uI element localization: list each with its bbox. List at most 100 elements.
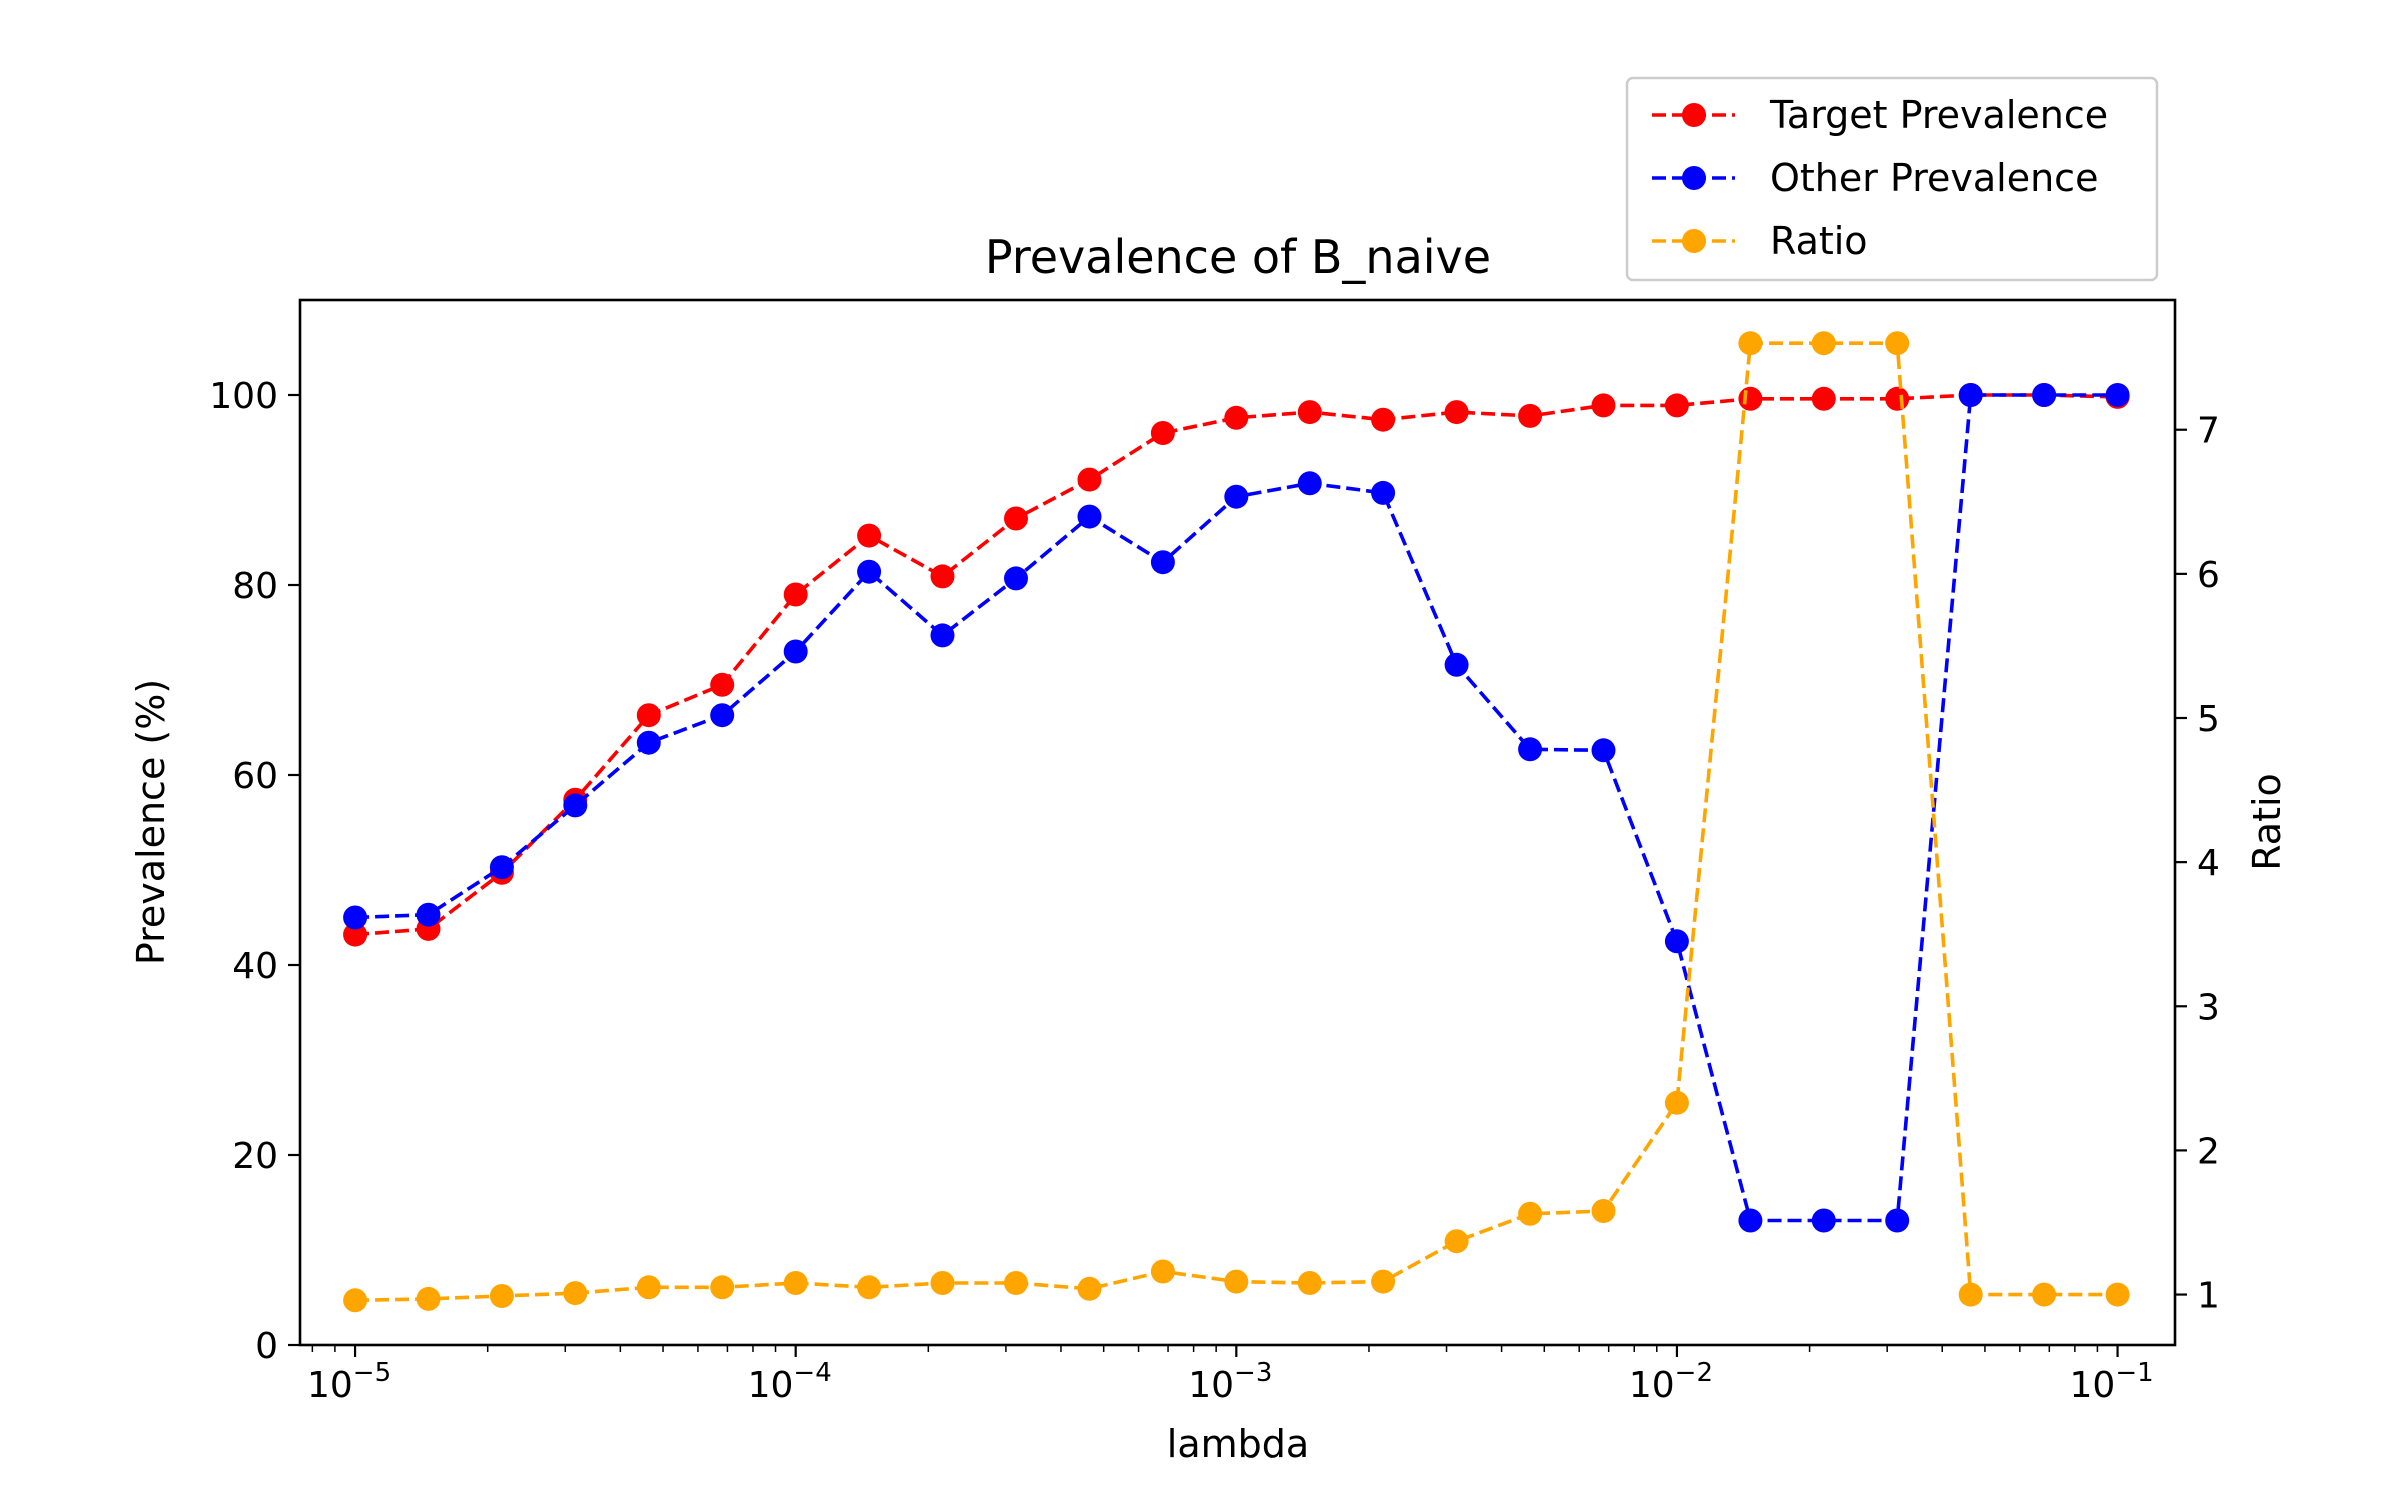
x-axis-label: lambda [1167,1422,1309,1466]
data-point [489,855,514,880]
data-point [1885,386,1910,411]
data-point [1297,471,1322,496]
y2-tick-label: 4 [2197,843,2220,884]
data-point [857,559,882,584]
data-point [1224,484,1249,509]
y-axis-ticks: 0 20 40 60 80 100 [209,376,300,1367]
data-point [2105,383,2130,407]
y2-tick-label: 1 [2197,1276,2220,1317]
plot-frame [298,298,2177,1347]
data-point [1811,1208,1836,1233]
data-point [1004,566,1028,591]
data-point [930,564,955,589]
data-point [1591,1199,1616,1223]
data-point [1591,393,1616,418]
data-point [1518,1201,1543,1226]
y-tick-label: 0 [255,1326,278,1367]
data-point [1371,407,1396,432]
y-tick-label: 40 [232,946,278,987]
y2-tick-label: 7 [2197,411,2220,452]
data-point [1004,1271,1028,1295]
data-point [1224,1269,1249,1294]
data-point [710,672,735,697]
data-point [930,1271,955,1295]
y-tick-label: 80 [232,566,278,607]
data-point [1444,400,1469,425]
data-point [1077,467,1102,492]
data-point [710,1275,735,1300]
data-point [1077,1276,1102,1301]
data-point [783,582,808,607]
data-point [1811,386,1836,411]
data-point [343,922,368,947]
legend-label: Other Prevalence [1770,156,2098,200]
legend-label: Target Prevalence [1769,93,2108,137]
data-point [1444,652,1469,677]
x-tick-label: 10−1 [2070,1358,2154,1406]
data-point [857,523,882,548]
data-point [1004,506,1028,531]
data-point [343,905,368,930]
y-tick-label: 60 [232,756,278,797]
legend-marker [1682,103,1706,127]
legend-marker [1682,229,1706,253]
data-point [1738,386,1763,411]
data-point [1371,480,1396,505]
data-point [636,730,661,755]
data-point [1885,1208,1910,1233]
y2-tick-label: 5 [2197,699,2220,740]
data-point [636,1275,661,1300]
y-tick-label: 100 [209,376,278,417]
data-point [1518,403,1543,428]
data-point [489,1284,514,1308]
data-point [2032,383,2057,407]
data-point [710,703,735,728]
series-line [355,393,2118,1223]
series-other-prevalence [343,383,2130,1233]
legend: Target Prevalence Other Prevalence Ratio [1625,76,2159,282]
data-point [416,1286,441,1311]
legend-label: Ratio [1770,219,1868,263]
data-point [1958,383,1983,407]
chart-title: Prevalence of B_naive [985,230,1491,284]
data-point [416,902,441,927]
x-axis-ticks: 10−5 10−4 10−3 10−2 10−1 [307,1345,2154,1406]
x-tick-label: 10−2 [1629,1358,1713,1406]
y2-tick-label: 2 [2197,1131,2220,1172]
y-axis-label: Prevalence (%) [129,679,173,965]
data-point [1297,400,1322,425]
data-point [1518,737,1543,762]
data-point [343,1288,368,1313]
series-target-prevalence [343,383,2130,947]
x-tick-label: 10−5 [307,1358,391,1406]
plot-area [298,298,2177,1347]
data-point [1077,504,1102,529]
data-point [1224,405,1249,430]
data-point [1664,393,1689,418]
data-point [857,1275,882,1300]
data-point [636,703,661,728]
y-tick-label: 20 [232,1136,278,1177]
data-point [1444,1229,1469,1254]
series-layer [343,331,2130,1313]
data-point [2032,1282,2057,1307]
data-point [2105,1282,2130,1307]
data-point [930,623,955,648]
legend-box [1625,76,2159,282]
data-point [1958,1282,1983,1307]
data-point [1885,331,1910,356]
y2-tick-label: 6 [2197,555,2220,596]
data-point [1591,738,1616,763]
series-line [354,393,2118,937]
data-point [1150,421,1175,445]
data-point [1664,929,1689,954]
chart-title-group: Prevalence of B_naive [985,230,1491,284]
y2-axis-ticks: 1 2 3 4 5 6 7 [2175,411,2220,1317]
data-point [783,639,808,664]
data-point [1664,1090,1689,1115]
data-point [1150,550,1175,575]
data-point [783,1271,808,1295]
data-point [1150,1259,1175,1284]
data-point [563,793,588,818]
